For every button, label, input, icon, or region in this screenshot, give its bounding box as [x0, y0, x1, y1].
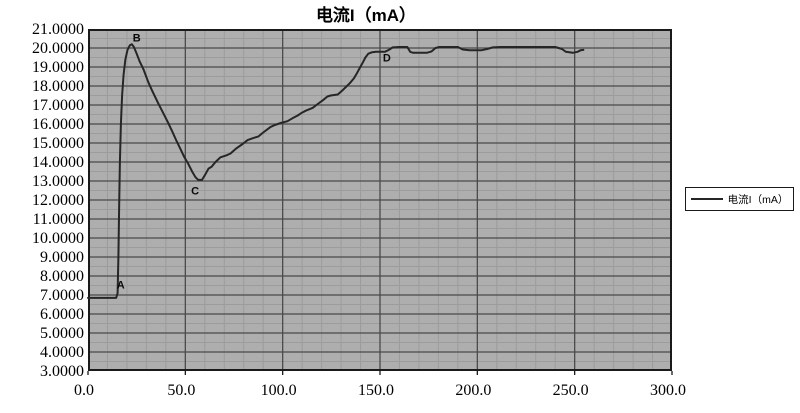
y-tick-label: 3.0000	[40, 362, 84, 380]
chart-title: 电流I（mA）	[315, 6, 417, 25]
y-tick-label: 20.0000	[32, 39, 84, 57]
y-tick-label: 5.0000	[40, 324, 84, 342]
point-label-B: B	[133, 33, 141, 45]
x-tick-label: 150.0	[358, 382, 394, 399]
plot-frame	[88, 29, 672, 371]
x-tick-label: 250.0	[552, 382, 589, 399]
y-tick-label: 19.0000	[32, 58, 84, 76]
point-label-A: A	[117, 280, 125, 292]
y-tick-label: 21.0000	[32, 20, 84, 38]
x-tick-label: 300.0	[650, 382, 686, 399]
series-line-current	[87, 43, 585, 299]
point-label-C: C	[191, 186, 199, 198]
point-label-D: D	[383, 53, 391, 65]
legend-line-sample	[690, 198, 723, 200]
plot-area: A B C D	[87, 29, 673, 375]
legend-label: 电流I（mA）	[727, 193, 789, 206]
x-tick-label: 100.0	[260, 382, 297, 399]
y-tick-label: 12.0000	[32, 191, 84, 209]
y-tick-label: 14.0000	[32, 153, 84, 171]
x-tick-label: 200.0	[455, 382, 492, 399]
y-tick-label: 13.0000	[32, 172, 84, 190]
legend-box: 电流I（mA）	[685, 187, 794, 211]
y-tick-label: 7.0000	[40, 286, 84, 304]
y-tick-label: 16.0000	[32, 115, 84, 133]
x-tick-label: 0.0	[74, 382, 94, 399]
y-tick-label: 10.0000	[32, 229, 84, 247]
y-tick-label: 15.0000	[32, 134, 84, 152]
y-tick-label: 17.0000	[32, 96, 84, 114]
y-tick-label: 6.0000	[40, 305, 84, 323]
y-tick-label: 4.0000	[40, 343, 84, 361]
x-tick-label: 50.0	[167, 382, 196, 399]
y-tick-label: 8.0000	[40, 267, 84, 285]
y-tick-label: 18.0000	[32, 77, 84, 95]
y-tick-label: 11.0000	[32, 210, 84, 228]
y-tick-label: 9.0000	[40, 248, 84, 266]
